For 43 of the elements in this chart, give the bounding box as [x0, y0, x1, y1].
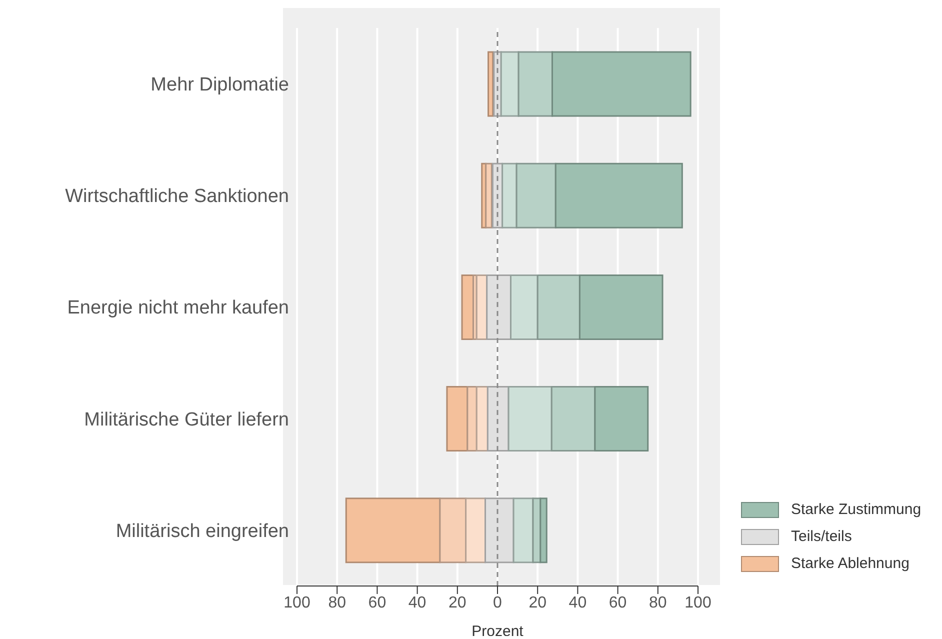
bar: [554, 162, 683, 228]
legend-label: Starke Zustimmung: [791, 501, 922, 518]
y-tick-label: Energie nicht mehr kaufen: [67, 298, 289, 319]
x-tick-label: 60: [368, 594, 386, 612]
x-tick-label: 40: [408, 594, 426, 612]
x-axis-title: Prozent: [472, 623, 524, 639]
y-tick-label: Mehr Diplomatie: [150, 74, 289, 96]
bar: [488, 51, 494, 117]
bar: [578, 274, 664, 340]
bar: [439, 498, 467, 564]
bar: [508, 386, 552, 452]
bar: [486, 274, 512, 340]
bar: [345, 498, 441, 564]
x-tick-label: 20: [528, 594, 547, 612]
bar: [540, 498, 548, 564]
bar: [510, 274, 538, 340]
bar: [516, 162, 556, 228]
bar: [465, 498, 486, 564]
bar: [485, 162, 492, 228]
x-tick-label: 80: [649, 594, 667, 612]
bar: [550, 386, 596, 452]
bar: [502, 162, 518, 228]
bar: [518, 51, 553, 117]
bar: [551, 51, 692, 117]
bar: [484, 498, 514, 564]
x-tick-label: 100: [684, 594, 712, 612]
y-tick-label: Wirtschaftliche Sanktionen: [65, 186, 289, 208]
bar: [536, 274, 580, 340]
legend-label: Starke Ablehnung: [791, 555, 910, 572]
y-tick-label: Militärische Güter liefern: [84, 409, 289, 430]
bar: [486, 386, 510, 452]
y-tick-label: Militärisch eingreifen: [116, 520, 289, 542]
bar: [594, 386, 649, 452]
x-tick-label: 60: [608, 594, 627, 612]
x-tick-label: 100: [284, 594, 310, 612]
bar: [512, 498, 534, 564]
bar: [446, 386, 468, 452]
x-tick-label: 20: [448, 594, 466, 612]
x-tick-label: 40: [568, 594, 587, 612]
x-tick-label: 0: [493, 594, 502, 612]
x-tick-label: 80: [328, 594, 346, 612]
legend-label: Teils/teils: [791, 528, 852, 545]
bar: [500, 51, 520, 117]
